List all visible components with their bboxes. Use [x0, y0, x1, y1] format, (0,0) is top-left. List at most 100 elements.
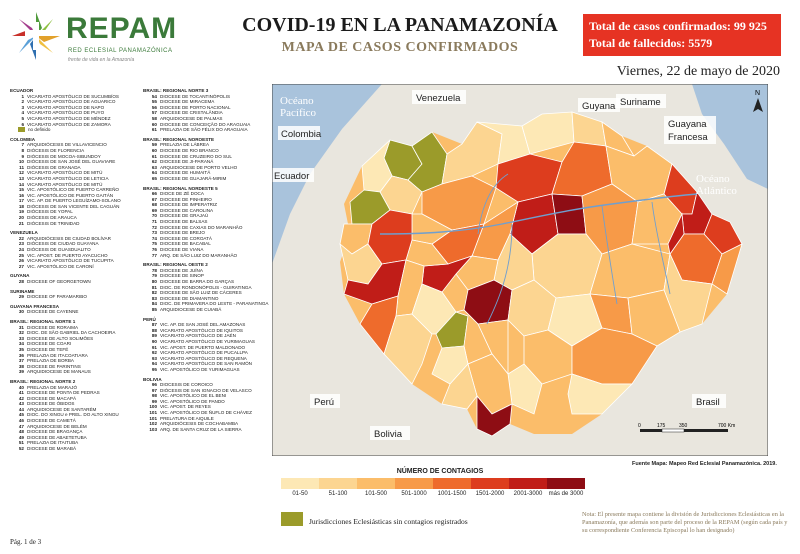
list-item: 41 DIOCESE DE PONTA DE PEDRAS — [10, 390, 135, 396]
list-item: 64 DIOCESE DE HUMAITÁ — [143, 170, 268, 176]
item-number: 1 — [21, 93, 24, 99]
region-cochabamba — [441, 363, 478, 410]
label-pacific-2: Pacífico — [280, 107, 317, 119]
item-number: 29 — [18, 294, 24, 300]
list-item: 58 ARQUIDIOCESE DE PALMAS — [143, 116, 268, 122]
item-name: DIÓCESIS DE SAN VICENTE DEL CAGUÁN — [27, 203, 120, 209]
item-number: 78 — [151, 267, 157, 273]
item-number: 68 — [151, 202, 157, 208]
item-name: VIC. AP. DE PUERTO LEGUÍZAMO-SOLANO — [27, 198, 121, 204]
jurisdiction-regions — [339, 111, 743, 437]
item-number: 88 — [151, 327, 157, 333]
list-item: 30 DIOCESE DE CAYENNE — [10, 309, 135, 315]
item-name: DIOCESE DE COARI — [27, 341, 72, 347]
item-name: DIOCESE DE IMPERATRIZ — [160, 202, 218, 208]
list-item: 5 VICARIATO APOSTÓLICO DE MÉNDEZ — [10, 116, 135, 122]
item-name: DIÓCESIS DE SAN JOSÉ DEL GUAVIARE — [27, 159, 116, 165]
item-number: 2 — [21, 99, 24, 105]
list-item: 89 VICARIATO APOSTÓLICO DE JAÉN — [143, 333, 268, 339]
list-item: 81 DIOC. DE RONDONÓPOLIS - GUIRATINGA — [143, 285, 268, 291]
amazon-river — [379, 193, 698, 235]
list-item: 83 DIOCESE DE DIAMANTINO — [143, 296, 268, 302]
no-data-label: no definido — [28, 127, 51, 133]
item-name: DIOCESE DE JI-PARANÁ — [160, 159, 214, 165]
item-name: DIOCESE DE RIO BRANCO — [160, 147, 219, 153]
item-name: VIC. APOSTÓLICO DE ÑUFLO DE CHÁVEZ — [160, 410, 252, 416]
list-item: 75 DIOCESE DE BACABAL — [143, 241, 268, 247]
item-name: VIC. APOST. DE REYES — [160, 404, 211, 410]
list-item: 9 DIÓCESIS DE MOCOA-SIBUNDOY — [10, 154, 135, 160]
item-number: 8 — [21, 147, 24, 153]
item-number: 13 — [18, 175, 24, 181]
list-item: 8 DIÓCESIS DE FLORENCIA — [10, 148, 135, 154]
item-number: 49 — [18, 434, 24, 440]
legend-swatch — [471, 478, 509, 489]
item-name: VICARIATO APOSTÓLICO DE LETICIA — [27, 175, 109, 181]
item-number: 61 — [151, 153, 157, 159]
no-data-note: no definido — [10, 127, 135, 133]
item-number: 99 — [151, 398, 157, 404]
item-number: 62 — [151, 159, 157, 165]
item-name: VICARIATO APOSTÓLICO DE SUCUMBÍOS — [27, 93, 119, 99]
legend-label: 101-500 — [364, 491, 388, 497]
tapajos-river — [601, 205, 618, 305]
list-heading: COLOMBIA — [10, 136, 36, 142]
legend-title: NÚMERO DE CONTAGIOS — [396, 468, 484, 475]
label-pacific-1: Océano — [280, 95, 314, 107]
item-number: 38 — [18, 363, 24, 369]
country-labels: Venezuela Colombia Ecuador Guyana Surina… — [272, 90, 726, 440]
item-number: 24 — [18, 247, 24, 253]
item-name: DIOCE DE ZÉ DOCA — [160, 191, 204, 197]
legend-swatches — [281, 478, 585, 498]
item-number: 101 — [149, 410, 157, 416]
list-heading: BOLIVIA — [143, 376, 162, 382]
item-name: ARQUIDIÓCESIS DE COCHABAMBA — [160, 421, 239, 427]
list-item: 44 ARQUIDIOCESE DE SANTARÉM — [10, 407, 135, 413]
item-number: 7 — [21, 142, 24, 148]
item-number: 9 — [21, 153, 24, 159]
item-number: 4 — [21, 110, 24, 116]
list-item: 100 VIC. APOST. DE REYES — [143, 404, 268, 410]
item-name: DIOC. DE RONDONÓPOLIS - GUIRATINGA — [160, 284, 252, 290]
item-number: 14 — [18, 181, 24, 187]
list-item: 92 VICARIATO APOSTÓLICO DE PUCALLPA — [143, 350, 268, 356]
list-item: 76 DIOCESE DE VIANA — [143, 247, 268, 253]
legend-label: 501-1000 — [401, 491, 427, 497]
item-number: 90 — [151, 338, 157, 344]
list-item: 26 VICARIATO APOSTÓLICO DE TUCUPITA — [10, 258, 135, 264]
item-number: 56 — [151, 104, 157, 110]
label-ecuador: Ecuador — [274, 171, 309, 182]
item-name: VICARIATO APOSTÓLICO DE AGUARICO — [27, 99, 116, 105]
item-number: 36 — [18, 352, 24, 358]
list-item: 38 DIOCESE DE PARINTINS — [10, 364, 135, 370]
item-number: 47 — [18, 423, 24, 429]
item-name: DIOCESE DE BREJO — [160, 230, 205, 236]
item-number: 75 — [151, 241, 157, 247]
legend-label: 51-100 — [328, 491, 348, 497]
list-item: 45 DIOC. DO XINGU e PREL. DO ALTO XINGU — [10, 412, 135, 418]
list-item: 31 DIOCESE DE RORAIMA — [10, 325, 135, 331]
label-brasil: Brasil — [696, 397, 720, 408]
region-maraba — [667, 212, 685, 255]
item-name: DIOCESE DE HUMAITÁ — [160, 170, 211, 176]
list-item: 15 VIC. APOSTÓLICO DE PUERTO CARREÑO — [10, 187, 135, 193]
list-item: 21 DIÓCESIS DE TRINIDAD — [10, 221, 135, 227]
list-item: 80 DIOCESE DE BARRA DO GARÇAS — [143, 279, 268, 285]
item-number: 79 — [151, 273, 157, 279]
list-item: 102 ARQUIDIÓCESIS DE COCHABAMBA — [143, 421, 268, 427]
item-number: 41 — [18, 390, 24, 396]
label-francesa: Francesa — [668, 132, 708, 143]
item-name: DIÓCESIS DE CIUDAD GUAYANA — [27, 241, 99, 247]
item-number: 63 — [151, 164, 157, 170]
item-number: 61 — [151, 127, 157, 133]
legend-swatch — [395, 478, 433, 489]
list-item: 68 DIOCESE DE IMPERATRIZ — [143, 202, 268, 208]
list-item: 3 VICARIATO APOSTÓLICO DE NAPO — [10, 105, 135, 111]
item-name: PRELATURA DE AIQUILE — [160, 415, 214, 421]
item-name: VICARIATO APOSTÓLICO DE YURIMAGUAS — [160, 338, 255, 344]
item-name: DIOCESE DE CAROLINA — [160, 207, 214, 213]
list-heading: BRASIL: REGIONAL OESTE 2 — [143, 262, 208, 268]
list-item: 66 DIOCE DE ZÉ DOCA — [143, 191, 268, 197]
item-name: VIC. APOSTÓLICO DE CARONÍ — [27, 263, 94, 269]
list-item: 11 DIÓCESIS DE GRANADA — [10, 165, 135, 171]
